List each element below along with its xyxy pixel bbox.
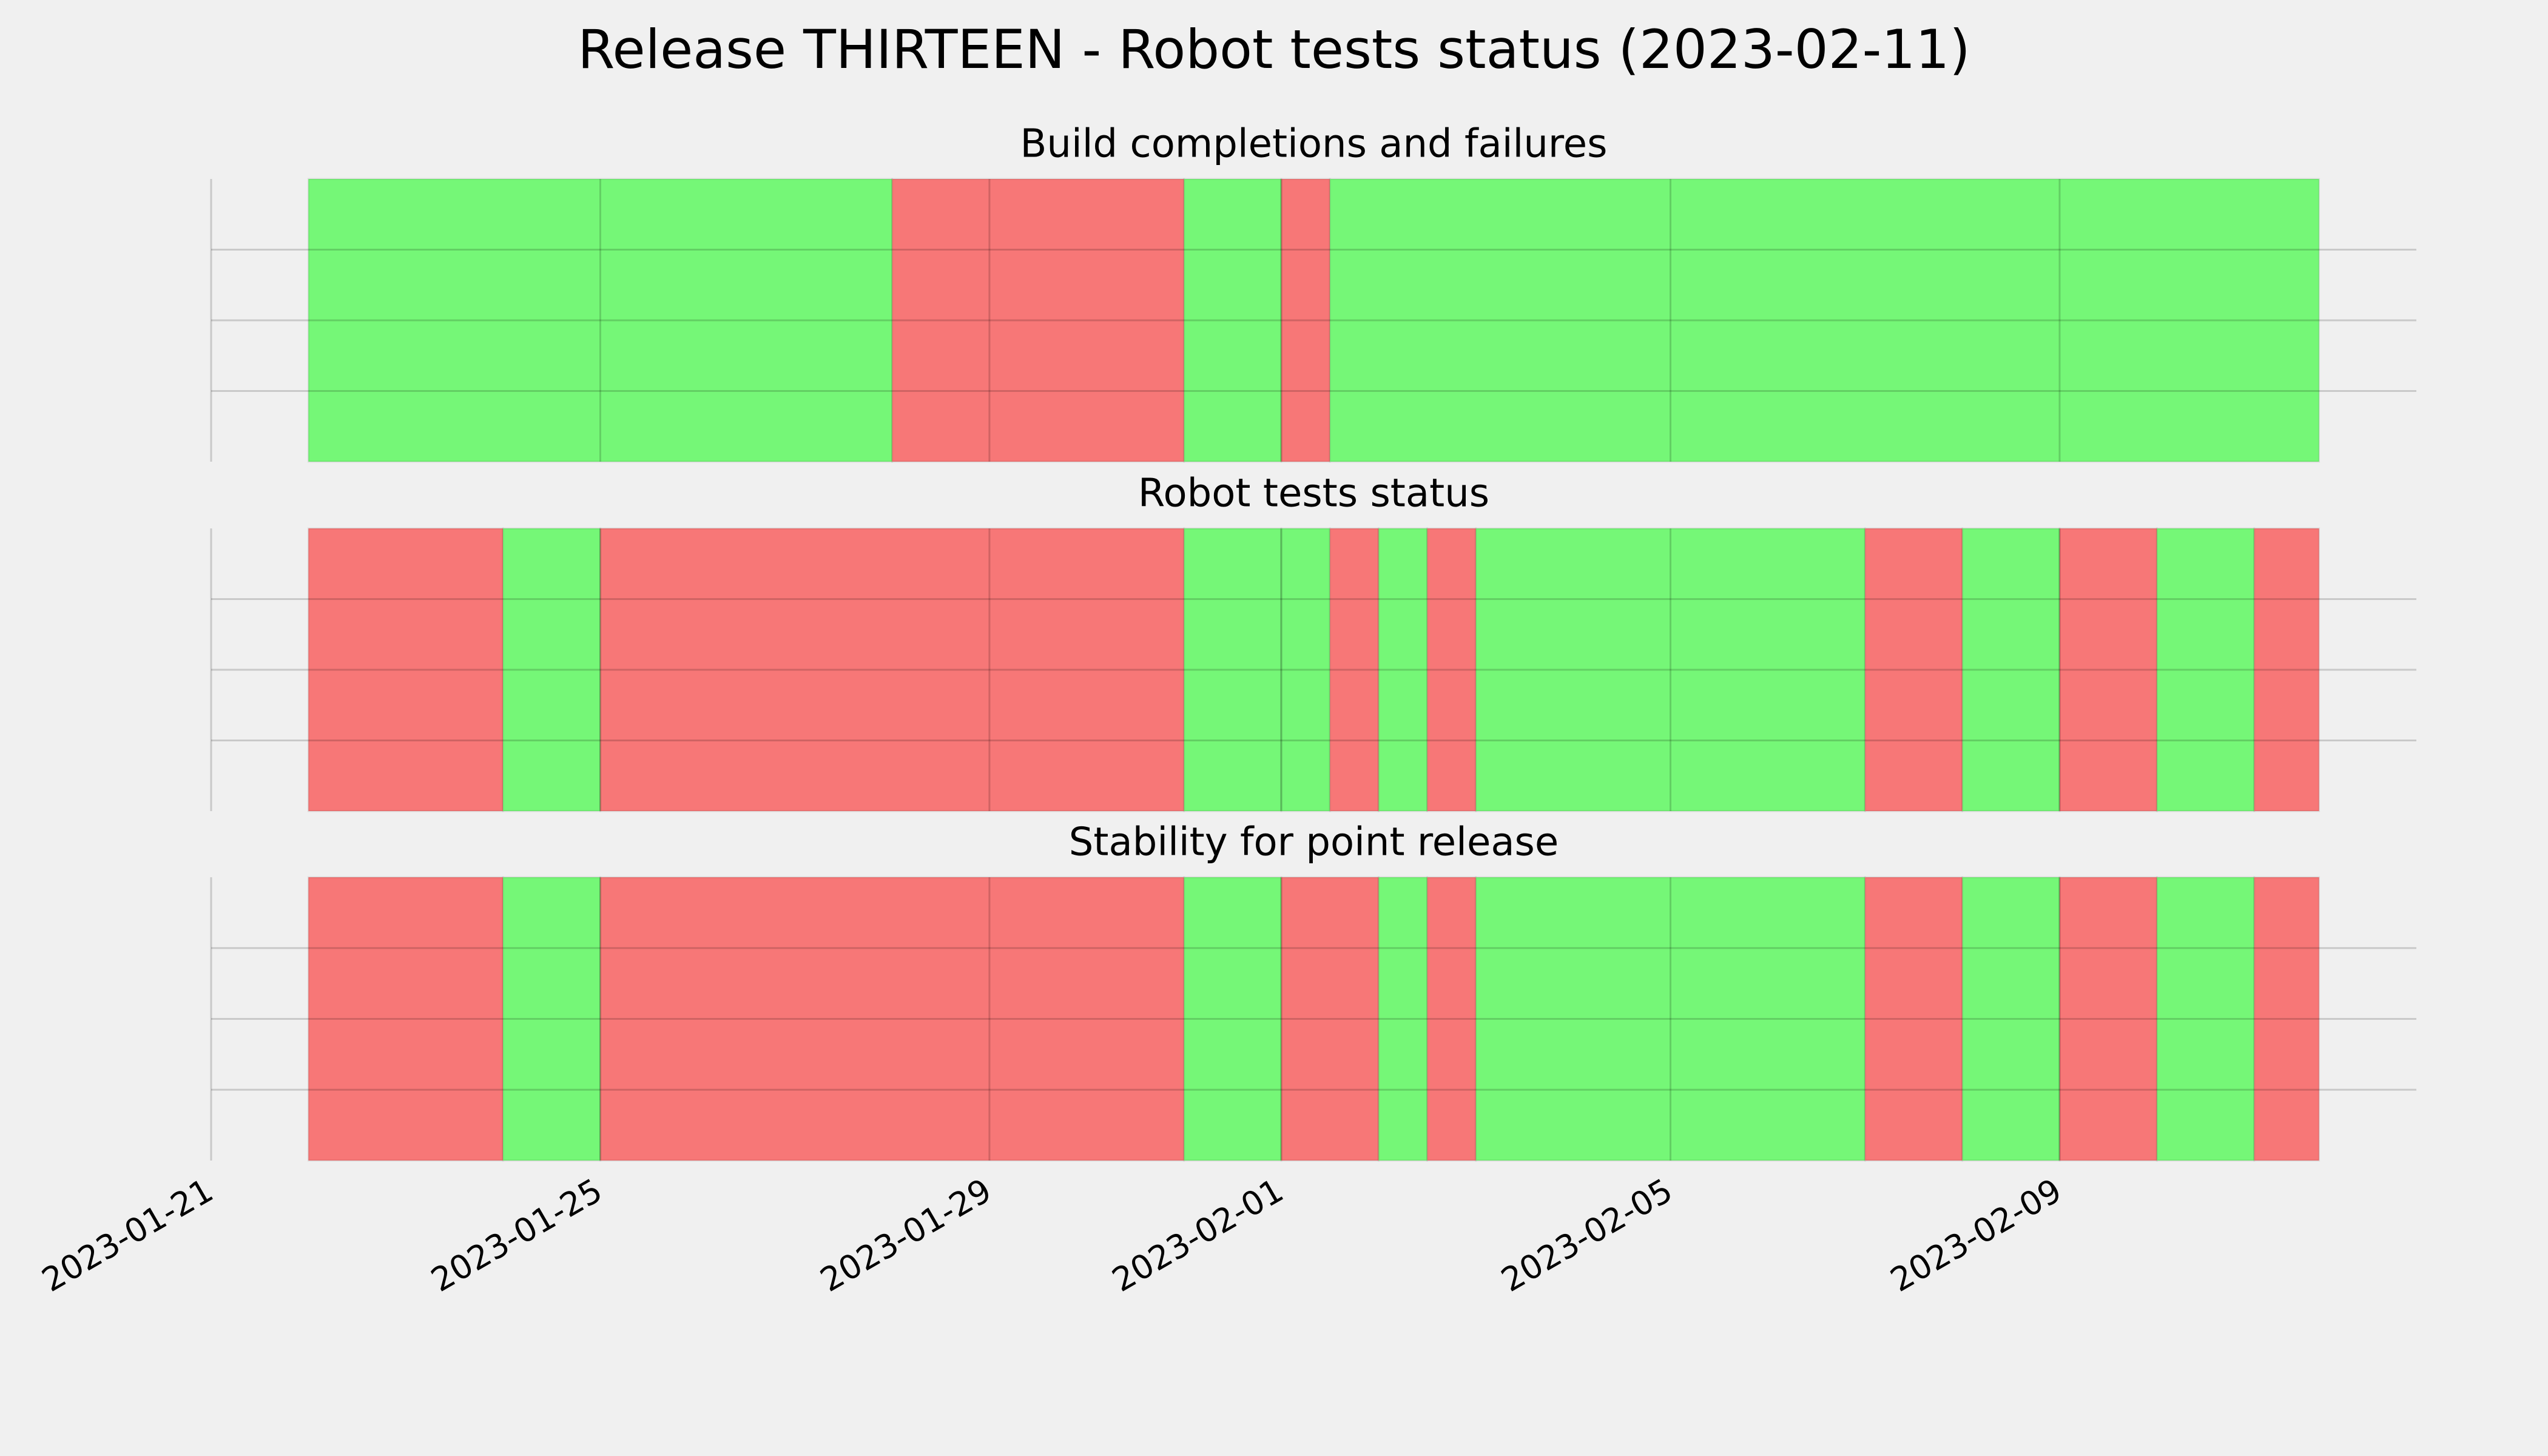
- status-span: [2253, 527, 2320, 812]
- status-span: [307, 178, 894, 463]
- status-span: [502, 876, 601, 1162]
- panel-title: Stability for point release: [1069, 820, 1559, 865]
- status-span: [307, 876, 504, 1162]
- status-span: [1183, 178, 1282, 463]
- status-span: [1280, 876, 1380, 1162]
- status-span: [1183, 876, 1282, 1162]
- status-span: [2058, 876, 2158, 1162]
- panel-title: Robot tests status: [1138, 471, 1489, 516]
- status-span: [1864, 527, 1964, 812]
- status-span: [1864, 876, 1964, 1162]
- status-span: [1426, 527, 1477, 812]
- panel-title: Build completions and failures: [1020, 122, 1608, 167]
- status-span: [2058, 527, 2158, 812]
- status-span: [1961, 527, 2061, 812]
- status-span: [1183, 527, 1282, 812]
- figure-title: Release THIRTEEN - Robot tests status (2…: [578, 18, 1970, 81]
- status-span: [1329, 178, 2320, 463]
- status-span: [1329, 527, 1380, 812]
- status-span: [891, 178, 1185, 463]
- status-span: [2253, 876, 2320, 1162]
- status-span: [502, 527, 601, 812]
- status-span: [599, 527, 1185, 812]
- status-span: [1280, 178, 1331, 463]
- status-span: [1426, 876, 1477, 1162]
- status-span: [2155, 876, 2256, 1162]
- status-span: [1961, 876, 2061, 1162]
- status-span: [1377, 876, 1429, 1162]
- status-span: [1280, 527, 1331, 812]
- status-span: [307, 527, 504, 812]
- status-span: [2155, 527, 2256, 812]
- status-span: [599, 876, 1185, 1162]
- status-span: [1475, 876, 1866, 1162]
- status-span: [1475, 527, 1866, 812]
